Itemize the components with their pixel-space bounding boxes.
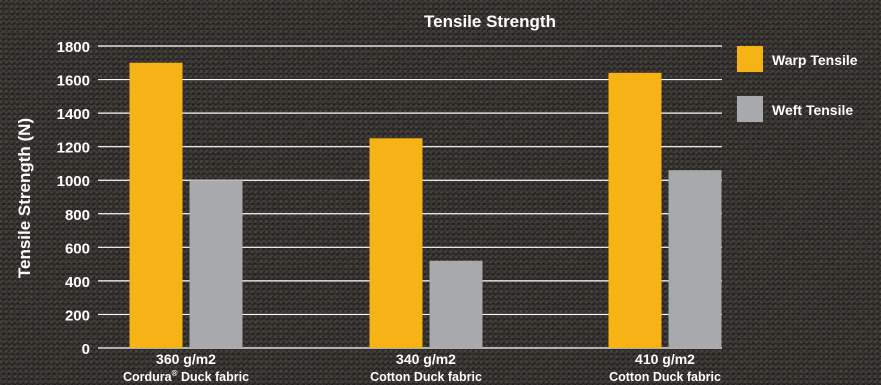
x-category-name-label: Cordura® Duck fabric <box>123 369 249 384</box>
x-category-name-label: Cotton Duck fabric <box>609 370 721 384</box>
y-tick-label: 600 <box>65 240 90 257</box>
y-tick-label: 800 <box>65 207 90 224</box>
y-tick-label: 1200 <box>57 140 90 157</box>
y-axis-label: Tensile Strength (N) <box>15 118 34 278</box>
y-tick-label: 200 <box>65 307 90 324</box>
legend-label: Weft Tensile <box>772 102 853 118</box>
legend-swatch <box>737 96 763 122</box>
bar-warp-tensile <box>129 62 183 349</box>
bar-weft-tensile <box>668 170 722 348</box>
legend-swatch <box>737 46 763 72</box>
chart-title: Tensile Strength <box>424 12 556 31</box>
x-axis-labels: 360 g/m2 Cordura® Duck fabric 340 g/m2 Cott… <box>123 351 721 384</box>
x-category-weight-label: 340 g/m2 <box>396 351 456 367</box>
x-category-name-label: Cotton Duck fabric <box>370 370 482 384</box>
bar-warp-tensile <box>608 72 662 348</box>
x-category-weight-label: 360 g/m2 <box>156 351 216 367</box>
bars <box>129 62 722 349</box>
legend-label: Warp Tensile <box>772 52 858 68</box>
y-tick-label: 1600 <box>57 73 90 90</box>
y-tick-label: 0 <box>82 341 90 358</box>
bar-warp-tensile <box>369 138 423 348</box>
legend: Warp Tensile Weft Tensile <box>737 46 858 122</box>
y-tick-label: 1400 <box>57 106 90 123</box>
y-tick-label: 400 <box>65 274 90 291</box>
y-tick-label: 1000 <box>57 173 90 190</box>
y-tick-label: 1800 <box>57 39 90 56</box>
x-category-weight-label: 410 g/m2 <box>635 351 695 367</box>
bar-weft-tensile <box>189 180 243 348</box>
y-axis-ticks: 0 200 400 600 800 1000 1200 1400 1600 1800 <box>57 39 90 358</box>
bar-weft-tensile <box>429 260 483 348</box>
